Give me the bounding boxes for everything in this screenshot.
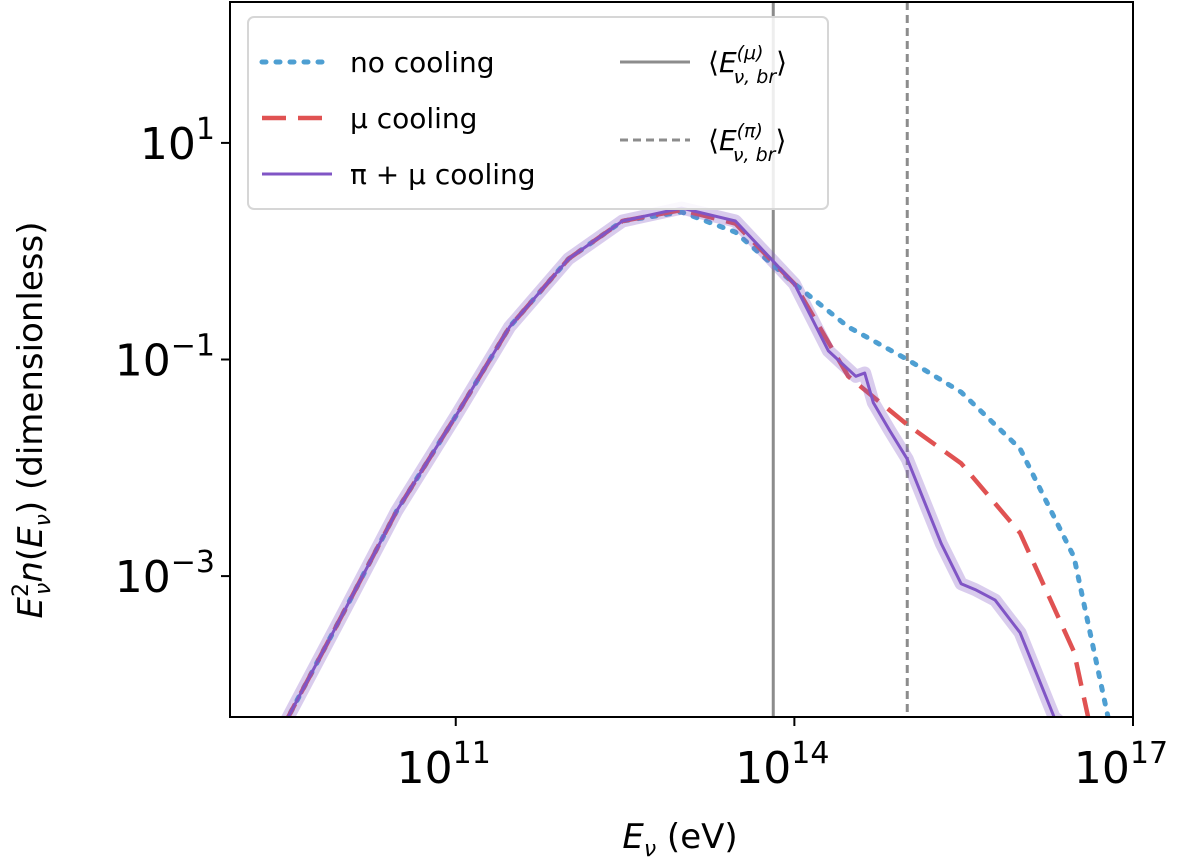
legend-label-no-cooling: no cooling xyxy=(350,46,495,79)
legend-label-pi-mu-cooling: π + μ cooling xyxy=(350,158,536,191)
series-band-2 xyxy=(280,201,1065,717)
series-line-0 xyxy=(285,209,1111,717)
legend-frame xyxy=(247,16,829,210)
y-tick-label-2: 10−3 xyxy=(115,545,215,603)
x-tick-label-2: 1017 xyxy=(1074,736,1168,794)
x-tick-label-0: 1011 xyxy=(397,736,491,794)
series-line-1 xyxy=(285,207,1091,717)
y-axis-label: E2νn(Eν) (dimensionless) xyxy=(9,222,56,619)
y-tick-label-0: 101 xyxy=(140,112,215,170)
series-layer xyxy=(280,201,1111,717)
x-axis-label: Eν (eV) xyxy=(622,817,737,858)
legend: no cooling μ cooling π + μ cooling ⟨E(μ)… xyxy=(247,16,829,210)
series-line-2 xyxy=(286,206,1057,717)
legend-label-mu-cooling: μ cooling xyxy=(350,102,477,135)
x-tick-label-1: 1014 xyxy=(735,736,829,794)
y-tick-label-1: 10−1 xyxy=(115,329,215,387)
tick-layer: 1011 1014 1017 101 10−1 10−3 xyxy=(115,112,1168,794)
